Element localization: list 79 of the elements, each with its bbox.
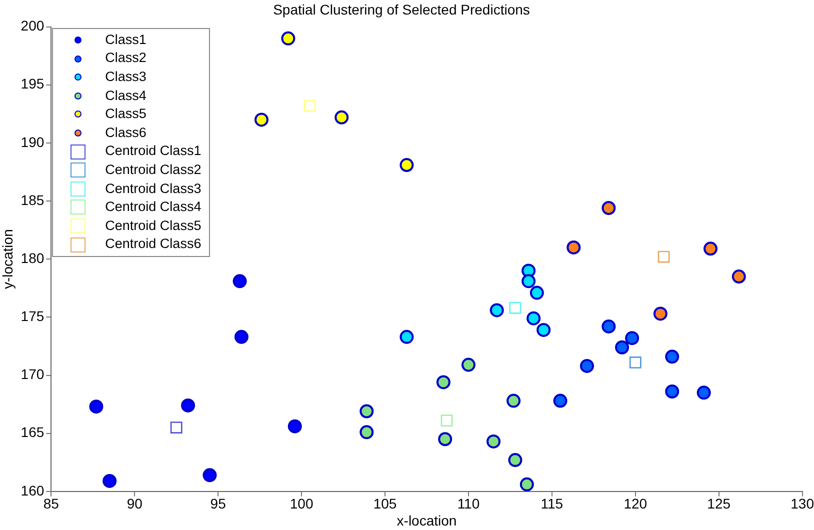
x-tick-label: 125: [707, 496, 731, 512]
point: [202, 468, 217, 482]
point: [304, 100, 316, 112]
legend-label: Centroid Class2: [105, 160, 202, 179]
y-tick-label: 180: [20, 250, 44, 266]
point: [629, 356, 642, 368]
legend-label: Centroid Class4: [105, 198, 202, 216]
y-tick-label: 175: [20, 308, 44, 324]
y-tick-label: 165: [20, 424, 44, 440]
point: [360, 404, 374, 418]
legend-label: Class4: [105, 86, 146, 105]
x-tick-label: 95: [210, 496, 226, 512]
point: [288, 419, 302, 434]
point: [522, 274, 536, 288]
point: [526, 311, 541, 326]
y-tick-label: 170: [20, 366, 44, 382]
point: [486, 434, 501, 448]
point: [509, 302, 522, 314]
point: [665, 384, 680, 399]
x-tick-label: 115: [540, 496, 564, 512]
legend-label: Centroid Class6: [105, 235, 202, 254]
y-tick-label: 185: [20, 192, 44, 208]
point: [508, 453, 522, 468]
point: [696, 386, 711, 400]
legend-label: Centroid Class3: [105, 180, 202, 198]
point: [602, 319, 616, 334]
legend-label: Class5: [105, 105, 146, 124]
x-tick-label: 105: [373, 496, 397, 512]
point: [170, 422, 182, 434]
x-tick-label: 110: [457, 496, 480, 512]
point: [461, 358, 476, 372]
y-tick-label: 160: [20, 482, 44, 498]
point: [566, 240, 581, 254]
x-tick-label: 120: [624, 496, 648, 512]
chart-title: Spatial Clustering of Selected Predictions: [273, 1, 530, 18]
legend-label: Class1: [105, 30, 146, 49]
point: [615, 340, 630, 354]
point: [254, 112, 268, 127]
legend-label: Class6: [105, 124, 146, 142]
legend-label: Centroid Class1: [105, 142, 202, 160]
x-axis-title: x-location: [396, 512, 457, 528]
y-tick-label: 200: [20, 18, 44, 34]
point: [658, 250, 670, 263]
point: [400, 158, 414, 172]
point: [653, 306, 668, 321]
y-axis-title: y-location: [0, 229, 16, 290]
point: [732, 270, 746, 284]
point: [400, 330, 414, 344]
x-tick-label: 100: [290, 496, 314, 512]
point: [506, 394, 521, 408]
point: [536, 322, 551, 337]
point: [704, 242, 718, 256]
point: [580, 358, 594, 373]
y-tick-label: 190: [20, 134, 44, 150]
legend-label: Class2: [105, 49, 146, 68]
point: [360, 425, 374, 440]
point: [234, 330, 248, 344]
point: [440, 414, 453, 426]
point: [281, 31, 296, 46]
point: [625, 331, 640, 346]
y-tick-label: 195: [20, 76, 44, 92]
point: [438, 432, 452, 446]
point: [553, 394, 568, 408]
x-tick-label: 90: [126, 496, 143, 512]
point: [490, 303, 504, 318]
point: [89, 400, 104, 414]
point: [232, 274, 247, 288]
point: [334, 110, 349, 124]
point: [436, 375, 450, 390]
point: [520, 477, 534, 492]
point: [665, 350, 680, 364]
point: [602, 200, 616, 215]
point: [181, 398, 196, 412]
x-tick-label: 130: [790, 496, 814, 512]
point: [102, 474, 117, 488]
point: [530, 286, 544, 300]
legend-label: Class3: [105, 68, 146, 86]
x-tick-label: 85: [43, 496, 60, 512]
legend-label: Centroid Class5: [105, 216, 202, 235]
